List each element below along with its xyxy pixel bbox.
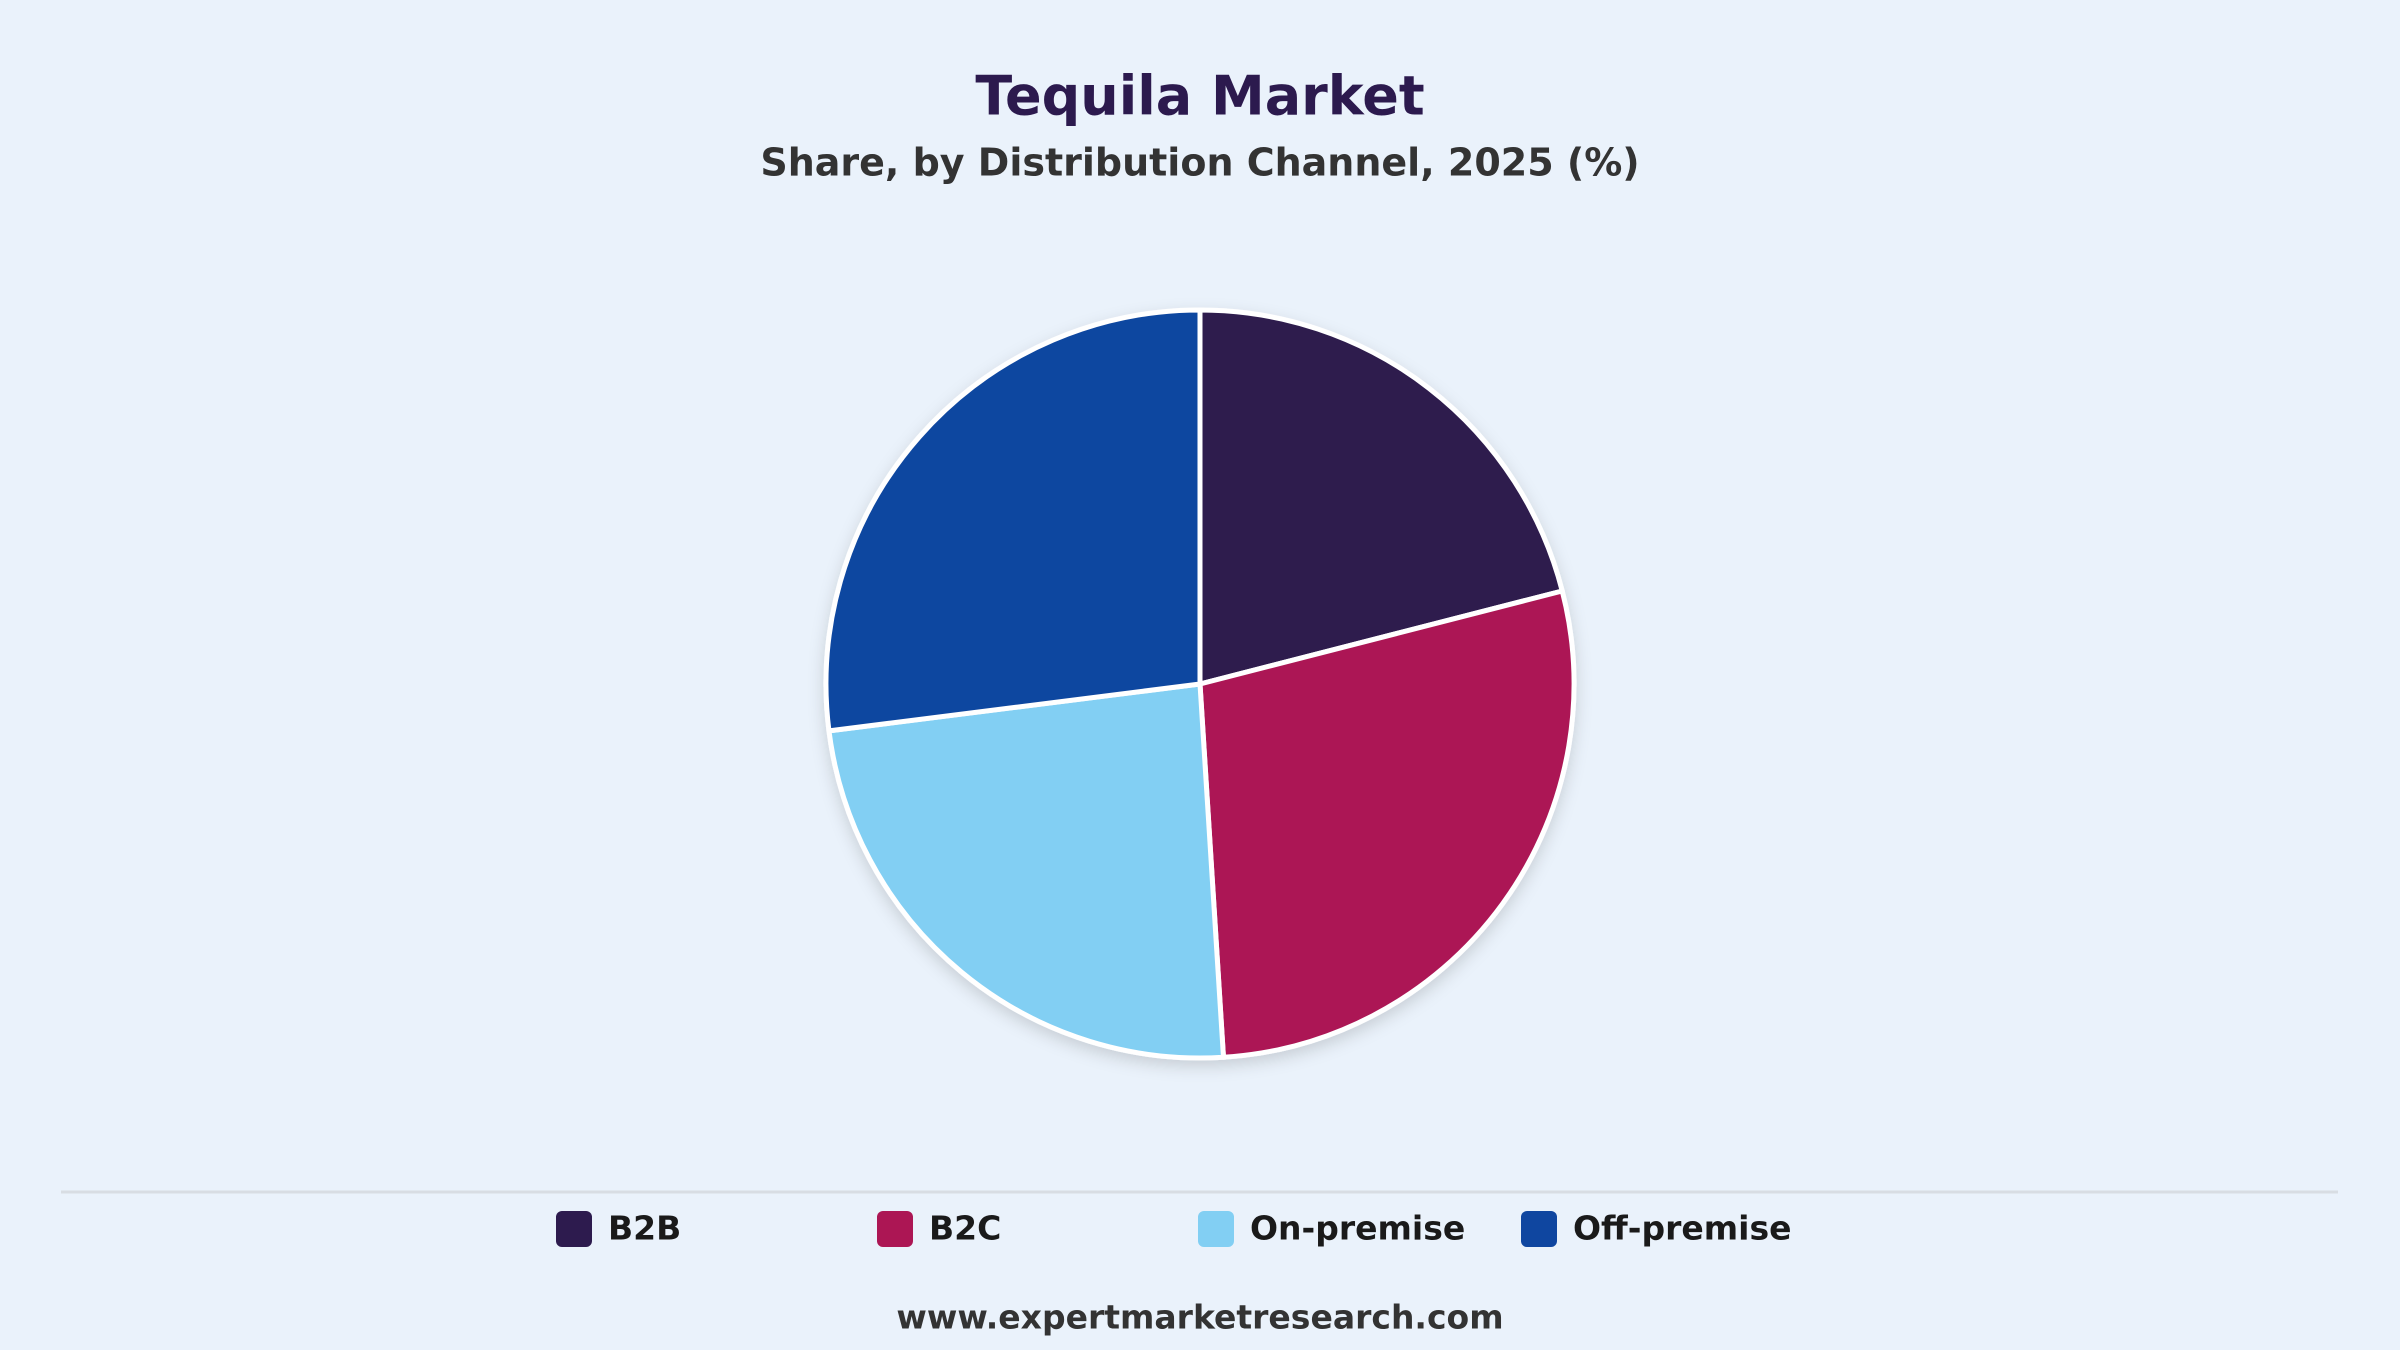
source: www.expertmarketresearch.com <box>896 1298 1503 1337</box>
pie-slice <box>826 681 1226 1061</box>
legend-label: On-premise <box>1250 1209 1465 1248</box>
pie-slice <box>823 307 1203 734</box>
legend-label: Off-premise <box>1573 1209 1791 1248</box>
chart-subtitle: Share, by Distribution Channel, 2025 (%) <box>760 141 1639 185</box>
legend-label: B2C <box>929 1209 1001 1248</box>
legend: B2B B2C On-premise Off-premise <box>556 1209 1791 1248</box>
legend-swatch <box>1198 1211 1234 1247</box>
pie-slice <box>1197 588 1577 1060</box>
pie-slice <box>1197 307 1565 687</box>
legend-swatch <box>877 1211 913 1247</box>
legend-label: B2B <box>608 1209 681 1248</box>
chart-title: Tequila Market <box>975 65 1424 128</box>
legend-swatch <box>556 1211 592 1247</box>
pie <box>823 307 1577 1061</box>
legend-swatch <box>1521 1211 1557 1247</box>
